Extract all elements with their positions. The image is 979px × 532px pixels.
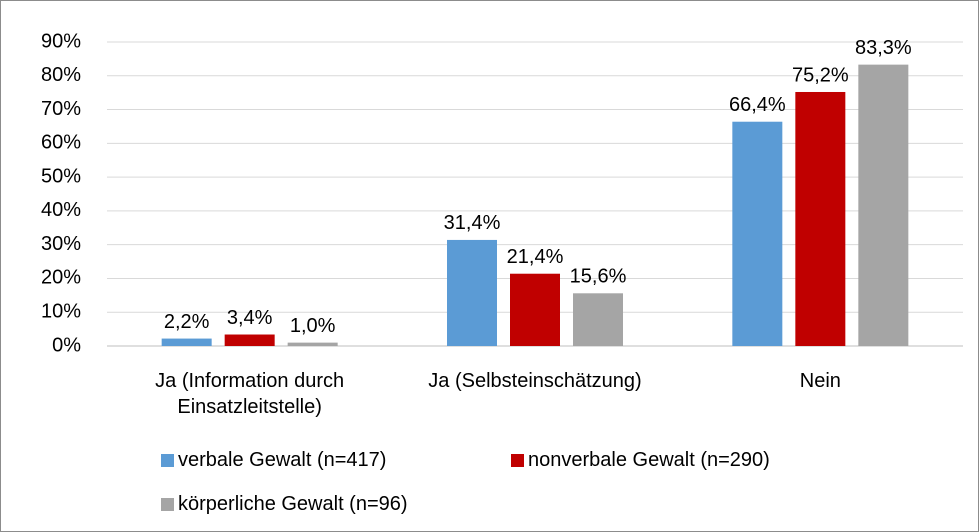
y-tick-label: 0% — [52, 334, 81, 356]
value-label: 21,4% — [507, 246, 564, 268]
x-tick-label: Ja (Information durch Einsatzleitstelle) — [155, 370, 345, 418]
x-tick-label: Nein — [799, 370, 841, 392]
bar — [795, 91, 846, 346]
value-label: 75,2% — [792, 64, 849, 86]
legend-swatch — [161, 454, 174, 467]
y-tick-label: 10% — [41, 301, 81, 323]
y-tick-label: 60% — [41, 132, 81, 154]
value-label: 83,3% — [855, 37, 912, 59]
bar — [224, 334, 275, 346]
y-tick-label: 90% — [41, 30, 81, 52]
y-tick-label: 70% — [41, 98, 81, 120]
x-tick-label: Ja (Selbsteinschätzung) — [428, 370, 642, 392]
y-tick-label: 30% — [41, 233, 81, 255]
legend-item: nonverbale Gewalt (n=290) — [511, 449, 770, 472]
value-label: 31,4% — [444, 212, 501, 234]
bar — [732, 121, 783, 347]
bar — [573, 293, 623, 346]
bar — [161, 338, 212, 346]
legend-item: körperliche Gewalt (n=96) — [161, 493, 408, 516]
legend-swatch — [161, 498, 174, 511]
legend-item: verbale Gewalt (n=417) — [161, 449, 386, 472]
value-label: 15,6% — [570, 266, 627, 288]
value-label: 66,4% — [729, 94, 786, 116]
bar — [447, 239, 497, 346]
y-tick-label: 80% — [41, 64, 81, 86]
legend-label: körperliche Gewalt (n=96) — [178, 493, 408, 515]
bar — [510, 273, 560, 346]
legend-label: nonverbale Gewalt (n=290) — [528, 449, 770, 471]
y-tick-label: 40% — [41, 199, 81, 221]
value-label: 1,0% — [290, 315, 336, 337]
legend-label: verbale Gewalt (n=417) — [178, 449, 387, 471]
value-label: 3,4% — [227, 307, 273, 329]
bar — [287, 342, 338, 346]
bar — [858, 64, 909, 347]
value-label: 2,2% — [164, 311, 210, 333]
y-tick-label: 20% — [41, 267, 81, 289]
legend-swatch — [511, 454, 524, 467]
y-tick-label: 50% — [41, 165, 81, 187]
